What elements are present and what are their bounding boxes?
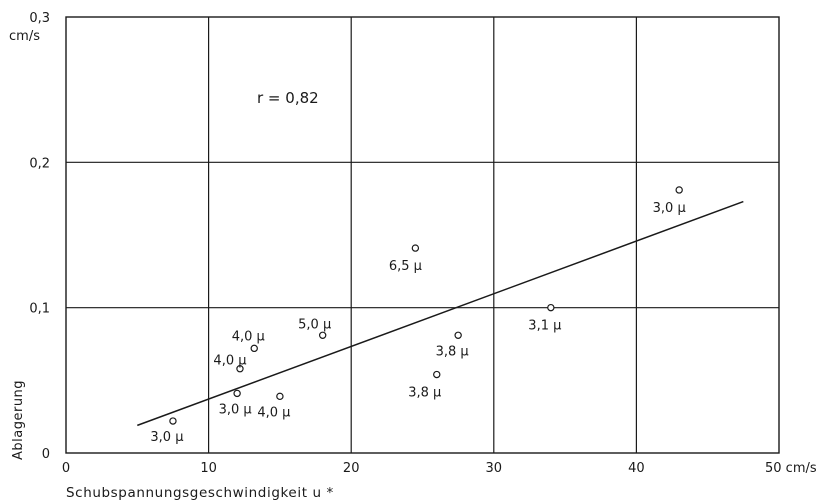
data-point-label: 3,1 µ	[528, 319, 561, 334]
data-point-label: 4,0 µ	[232, 329, 265, 344]
data-point-label: 3,0 µ	[150, 430, 183, 445]
data-point	[434, 371, 440, 377]
data-point-label: 4,0 µ	[213, 354, 246, 369]
data-point-label: 5,0 µ	[298, 317, 331, 332]
data-point-label: 3,8 µ	[408, 386, 441, 401]
y-tick-label: 0	[42, 447, 50, 462]
x-tick-label: 20	[343, 461, 360, 476]
x-tick-label: 10	[200, 461, 217, 476]
x-tick-label: 30	[486, 461, 503, 476]
data-point	[412, 245, 418, 251]
data-point	[170, 418, 176, 424]
x-tick-label: 40	[628, 461, 645, 476]
data-point	[320, 332, 326, 338]
data-point	[548, 305, 554, 311]
x-axis-label: Schubspannungsgeschwindigkeit u *	[66, 485, 334, 501]
point-labels: 3,0 µ 3,0 µ 4,0 µ 4,0 µ 4,0 µ 5,0 µ 6,5 µ 3,8 µ…	[150, 201, 685, 445]
data-point	[251, 345, 257, 351]
tick-labels: 0 10 20 30 40 50 cm/s 0 0,1 0,2 0,3	[29, 11, 817, 476]
data-point	[455, 332, 461, 338]
y-tick-label: 0,1	[29, 302, 50, 317]
y-tick-label: 0,3	[29, 11, 50, 26]
data-point-label: 4,0 µ	[257, 405, 290, 420]
data-point	[277, 393, 283, 399]
data-point-label: 3,8 µ	[436, 344, 469, 359]
x-tick-label: 0	[62, 461, 70, 476]
correlation-annotation: r = 0,82	[257, 89, 319, 107]
data-point	[676, 187, 682, 193]
y-unit-label: cm/s	[9, 29, 40, 44]
x-tick-label: 50 cm/s	[765, 461, 817, 476]
data-point-label: 3,0 µ	[219, 402, 252, 417]
data-point-label: 6,5 µ	[389, 259, 422, 274]
data-point	[234, 390, 240, 396]
y-tick-label: 0,2	[29, 156, 50, 171]
y-axis-label: Ablagerung	[11, 380, 26, 460]
data-point-label: 3,0 µ	[653, 201, 686, 216]
